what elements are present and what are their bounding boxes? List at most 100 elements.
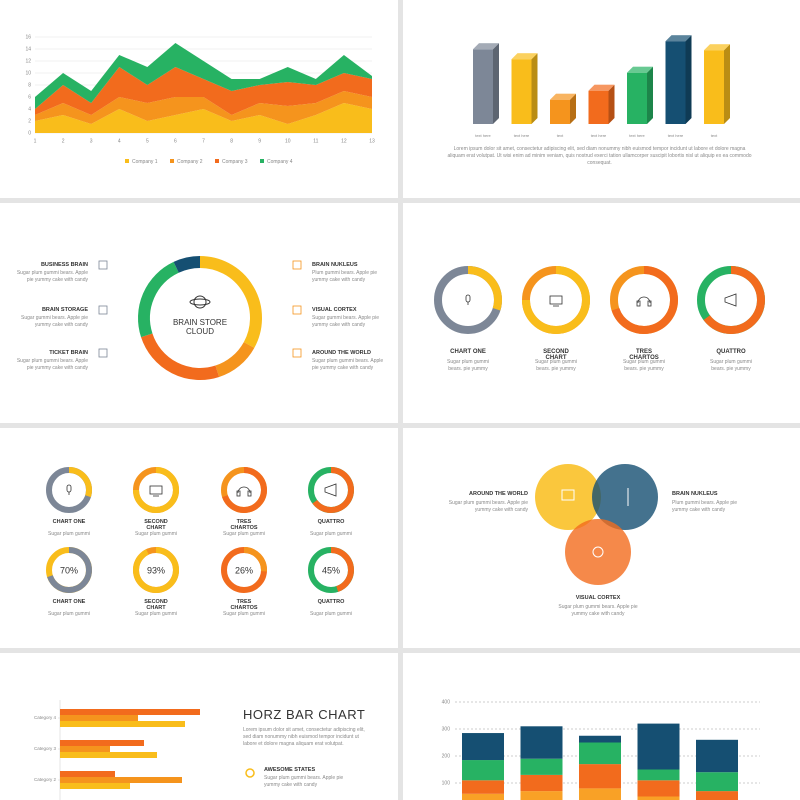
ring-text: Sugar plum gummi xyxy=(135,611,177,617)
x-tick-label: 7 xyxy=(202,138,205,144)
bar-segment xyxy=(637,796,680,800)
ring-text: Sugar plum gummi bears. pie yummy xyxy=(710,359,752,372)
area xyxy=(35,67,372,115)
icon xyxy=(247,490,252,497)
item-icon xyxy=(292,260,302,270)
icon xyxy=(647,300,652,307)
bar xyxy=(60,709,200,715)
x-tick-label: 10 xyxy=(285,138,291,144)
bar-top-shade xyxy=(588,84,615,91)
area xyxy=(35,103,372,133)
donut-segment xyxy=(173,256,201,273)
item-title: AROUND THE WORLD xyxy=(312,350,371,356)
bar xyxy=(60,715,138,721)
ring-label: SECOND CHART xyxy=(144,599,168,611)
item-text: Sugar plum gummi bears. Apple pie yummy … xyxy=(16,270,88,283)
item-text: Plum gummi bears. Apple pie yummy cake w… xyxy=(312,270,378,283)
bar-segment xyxy=(462,793,504,800)
area xyxy=(35,43,372,109)
item-title: VISUAL CORTEX xyxy=(312,307,357,313)
bar-top xyxy=(550,93,576,100)
sun-icon xyxy=(245,768,255,778)
bar-segment xyxy=(462,733,504,761)
ring-text: Sugar plum gummi xyxy=(223,611,265,617)
bar-side xyxy=(493,43,499,124)
bar-top xyxy=(588,84,615,91)
planet-icon xyxy=(189,295,211,309)
ring-label: QUATTRO xyxy=(317,519,345,525)
bar-side xyxy=(531,53,538,125)
item-title: BRAIN STORAGE xyxy=(41,307,88,313)
x-tick-label: 4 xyxy=(118,138,121,144)
ring-value xyxy=(47,547,92,593)
bar-side xyxy=(724,44,730,125)
bar xyxy=(511,59,532,125)
y-tick-label: 300 xyxy=(442,726,451,732)
donut-segment xyxy=(199,256,262,348)
ring-text: Sugar plum gummi xyxy=(48,531,90,537)
icon xyxy=(324,483,337,497)
bar xyxy=(627,72,647,124)
value-label: 45% xyxy=(322,565,340,575)
venn-title: VISUAL CORTEX xyxy=(575,595,621,601)
bar xyxy=(704,50,724,125)
legend-label: Company 2 xyxy=(177,159,203,165)
x-tick-label: 3 xyxy=(90,138,93,144)
bar xyxy=(60,752,157,758)
bar xyxy=(60,783,130,789)
bar xyxy=(60,771,115,777)
x-tick-label: 1 xyxy=(34,138,37,144)
bar-side-shade xyxy=(685,35,692,125)
ring-label: TRES CHARTOS xyxy=(629,349,659,361)
x-tick-label: 2 xyxy=(62,138,65,144)
ring-text: Sugar plum gummi bears. pie yummy xyxy=(447,359,489,372)
bar-top-shade xyxy=(704,44,730,51)
venn-circle xyxy=(592,464,658,530)
bar-segment xyxy=(696,772,738,792)
bar-top-shade xyxy=(473,43,499,50)
item-title: BRAIN NUKLEUS xyxy=(312,262,358,268)
venn-text: Plum gummi bears. Apple pie yummy cake w… xyxy=(672,500,738,513)
bar xyxy=(60,740,144,746)
bar-top xyxy=(473,43,499,50)
donut-segment xyxy=(215,341,255,377)
y-tick-label: 8 xyxy=(28,82,31,88)
bar-segment xyxy=(637,780,680,797)
ring-text: Sugar plum gummi xyxy=(48,611,90,617)
ring-label: TRES CHARTOS xyxy=(230,519,258,531)
ring-text: Sugar plum gummi bears. pie yummy xyxy=(535,359,577,372)
legend-swatch xyxy=(170,159,174,163)
legend-swatch xyxy=(260,159,264,163)
bar-top-shade xyxy=(511,53,538,60)
paragraph: Lorem ipsum dolor sit amet, consectetur … xyxy=(447,146,752,166)
legend-label: Company 1 xyxy=(132,159,158,165)
ring-text: Sugar plum gummi xyxy=(310,611,352,617)
bar-top-shade xyxy=(627,66,653,73)
bar-segment xyxy=(520,758,563,775)
y-tick-label: 6 xyxy=(28,94,31,100)
legend-label: Company 3 xyxy=(222,159,248,165)
legend-swatch xyxy=(125,159,129,163)
item-icon xyxy=(98,260,108,270)
bar-top xyxy=(704,44,730,51)
ring-label: CHART ONE xyxy=(450,349,486,355)
ring-value xyxy=(330,547,354,592)
bar-side-shade xyxy=(493,43,499,124)
y-tick-label: 2 xyxy=(28,118,31,124)
ring-label: QUATTRO xyxy=(317,599,345,605)
x-tick-label: text here xyxy=(668,133,684,138)
x-tick-label: text xyxy=(711,133,718,138)
bar-side xyxy=(608,84,615,124)
ring-text: Sugar plum gummi xyxy=(223,531,265,537)
item-title: AWESOME STATES xyxy=(264,767,316,773)
ring-label: TRES CHARTOS xyxy=(230,599,258,611)
y-tick-label: Category 2 xyxy=(34,777,57,782)
ring-text: Sugar plum gummi bears. pie yummy xyxy=(623,359,665,372)
y-tick-label: 400 xyxy=(442,699,451,705)
legend-label: Company 4 xyxy=(267,159,293,165)
bar-side-shade xyxy=(608,84,615,124)
item-icon xyxy=(98,305,108,315)
venn-title: BRAIN NUKLEUS xyxy=(672,491,718,497)
ring-value xyxy=(133,467,179,513)
